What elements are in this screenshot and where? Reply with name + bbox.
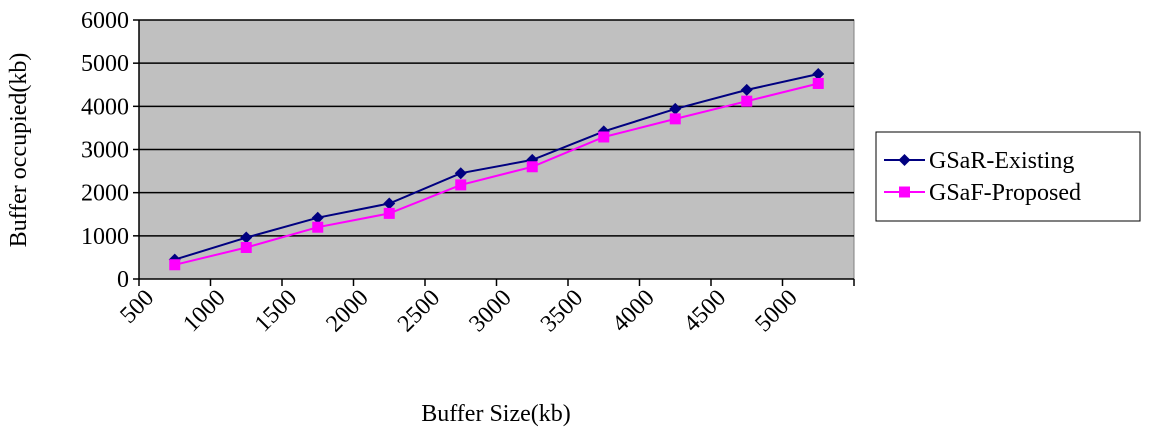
x-axis-ticks: 500 1000 1500 2000 2500 3000 3500 4000 4500 5000 xyxy=(115,279,855,337)
data-point-diamond xyxy=(740,83,753,96)
x-tick-label: 2500 xyxy=(393,285,445,337)
legend-label-gsar: GSaR-Existing xyxy=(929,148,1074,174)
y-tick-label: 5000 xyxy=(81,51,129,77)
data-point-square xyxy=(812,77,824,89)
data-point-diamond xyxy=(454,167,467,180)
legend-marker-diamond xyxy=(898,154,911,166)
data-point-diamond xyxy=(311,211,324,224)
y-tick-label: 3000 xyxy=(81,138,129,164)
series-line-gsar-existing xyxy=(174,73,819,261)
x-tick-label: 3000 xyxy=(464,285,516,337)
data-point-square xyxy=(526,161,538,173)
y-tick-label: 4000 xyxy=(81,94,129,120)
data-point-square xyxy=(383,207,395,219)
legend-label-gsaf: GSaF-Proposed xyxy=(929,180,1081,206)
data-point-square xyxy=(169,259,181,271)
x-tick-label: 2000 xyxy=(321,285,373,337)
data-point-diamond xyxy=(240,231,253,244)
x-tick-label: 3500 xyxy=(536,285,588,337)
y-axis-title: Buffer occupied(kb) xyxy=(6,53,32,248)
data-point-diamond xyxy=(669,102,682,115)
data-point-square xyxy=(741,95,753,107)
legend-marker-square xyxy=(899,186,910,198)
y-tick-label: 1000 xyxy=(81,224,129,250)
y-axis-ticks: 0 1000 2000 3000 4000 5000 6000 xyxy=(81,8,139,293)
legend: GSaR-Existing GSaF-Proposed xyxy=(875,131,1141,222)
x-axis-title: Buffer Size(kb) xyxy=(421,401,571,427)
series-line-gsaf-proposed xyxy=(174,82,819,266)
data-point-square xyxy=(240,241,252,253)
data-point-square xyxy=(598,131,610,143)
y-tick-label: 6000 xyxy=(81,8,129,34)
x-tick-label: 4500 xyxy=(679,285,731,337)
data-point-diamond xyxy=(812,67,825,80)
x-tick-label: 4000 xyxy=(607,285,659,337)
legend-box xyxy=(875,131,1141,222)
x-tick-label: 1500 xyxy=(250,285,302,337)
gridlines xyxy=(139,19,854,237)
x-tick-label: 5000 xyxy=(750,285,802,337)
y-tick-label: 0 xyxy=(117,267,129,293)
y-tick-label: 2000 xyxy=(81,181,129,207)
data-point-square xyxy=(455,179,467,191)
data-point-square xyxy=(312,221,324,233)
data-point-square xyxy=(669,113,681,125)
x-tick-label: 1000 xyxy=(178,285,230,337)
series-layer xyxy=(168,67,825,271)
data-point-diamond xyxy=(383,197,396,210)
